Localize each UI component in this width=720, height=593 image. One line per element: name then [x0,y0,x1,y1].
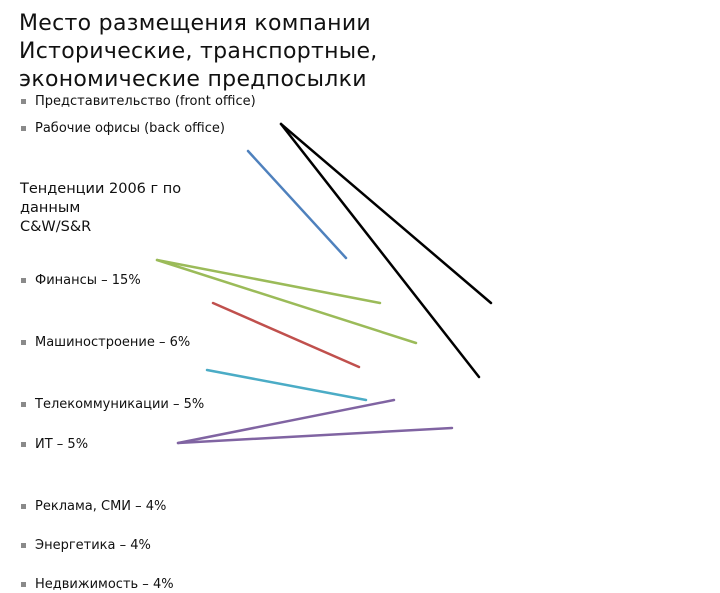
black-connector-line-2 [279,122,481,379]
title-line-2: Исторические, транспортные, [19,39,378,64]
black-connector-line-1 [279,122,493,305]
blue-connector-line [246,149,348,260]
trends-heading-line-2: данным [20,200,81,216]
sector-list: Финансы – 15% Машиностроение – 6% Телеко… [20,0,204,592]
title-line-3: экономические предпосылки [19,67,367,92]
red-connector-line [211,301,361,369]
trends-heading-line-3: C&W/S&R [20,219,92,235]
office-types-list: Представительство (front office) Рабочие… [20,93,260,147]
slide-title: Место размещения компании Исторические, … [19,10,439,94]
purple-connector-line-2 [176,426,454,445]
trends-heading: Тенденции 2006 г по данным C&W/S&R [20,180,250,237]
trends-heading-line-1: Тенденции 2006 г по [20,181,182,197]
list-item-real-estate: Недвижимость – 4% [20,576,204,593]
list-item-front-office: Представительство (front office) [20,93,260,110]
title-line-1: Место размещения компании [19,11,372,36]
cyan-connector-line [205,368,368,402]
list-item-back-office: Рабочие офисы (back office) [20,120,260,137]
list-item-finance: Финансы – 15% [20,272,204,289]
list-item-it: ИТ – 5% [20,436,204,453]
list-item-telecom: Телекоммуникации – 5% [20,396,204,413]
purple-connector-line-1 [176,398,396,445]
list-item-advertising-media: Реклама, СМИ – 4% [20,498,204,515]
list-item-engineering: Машиностроение – 6% [20,334,204,351]
